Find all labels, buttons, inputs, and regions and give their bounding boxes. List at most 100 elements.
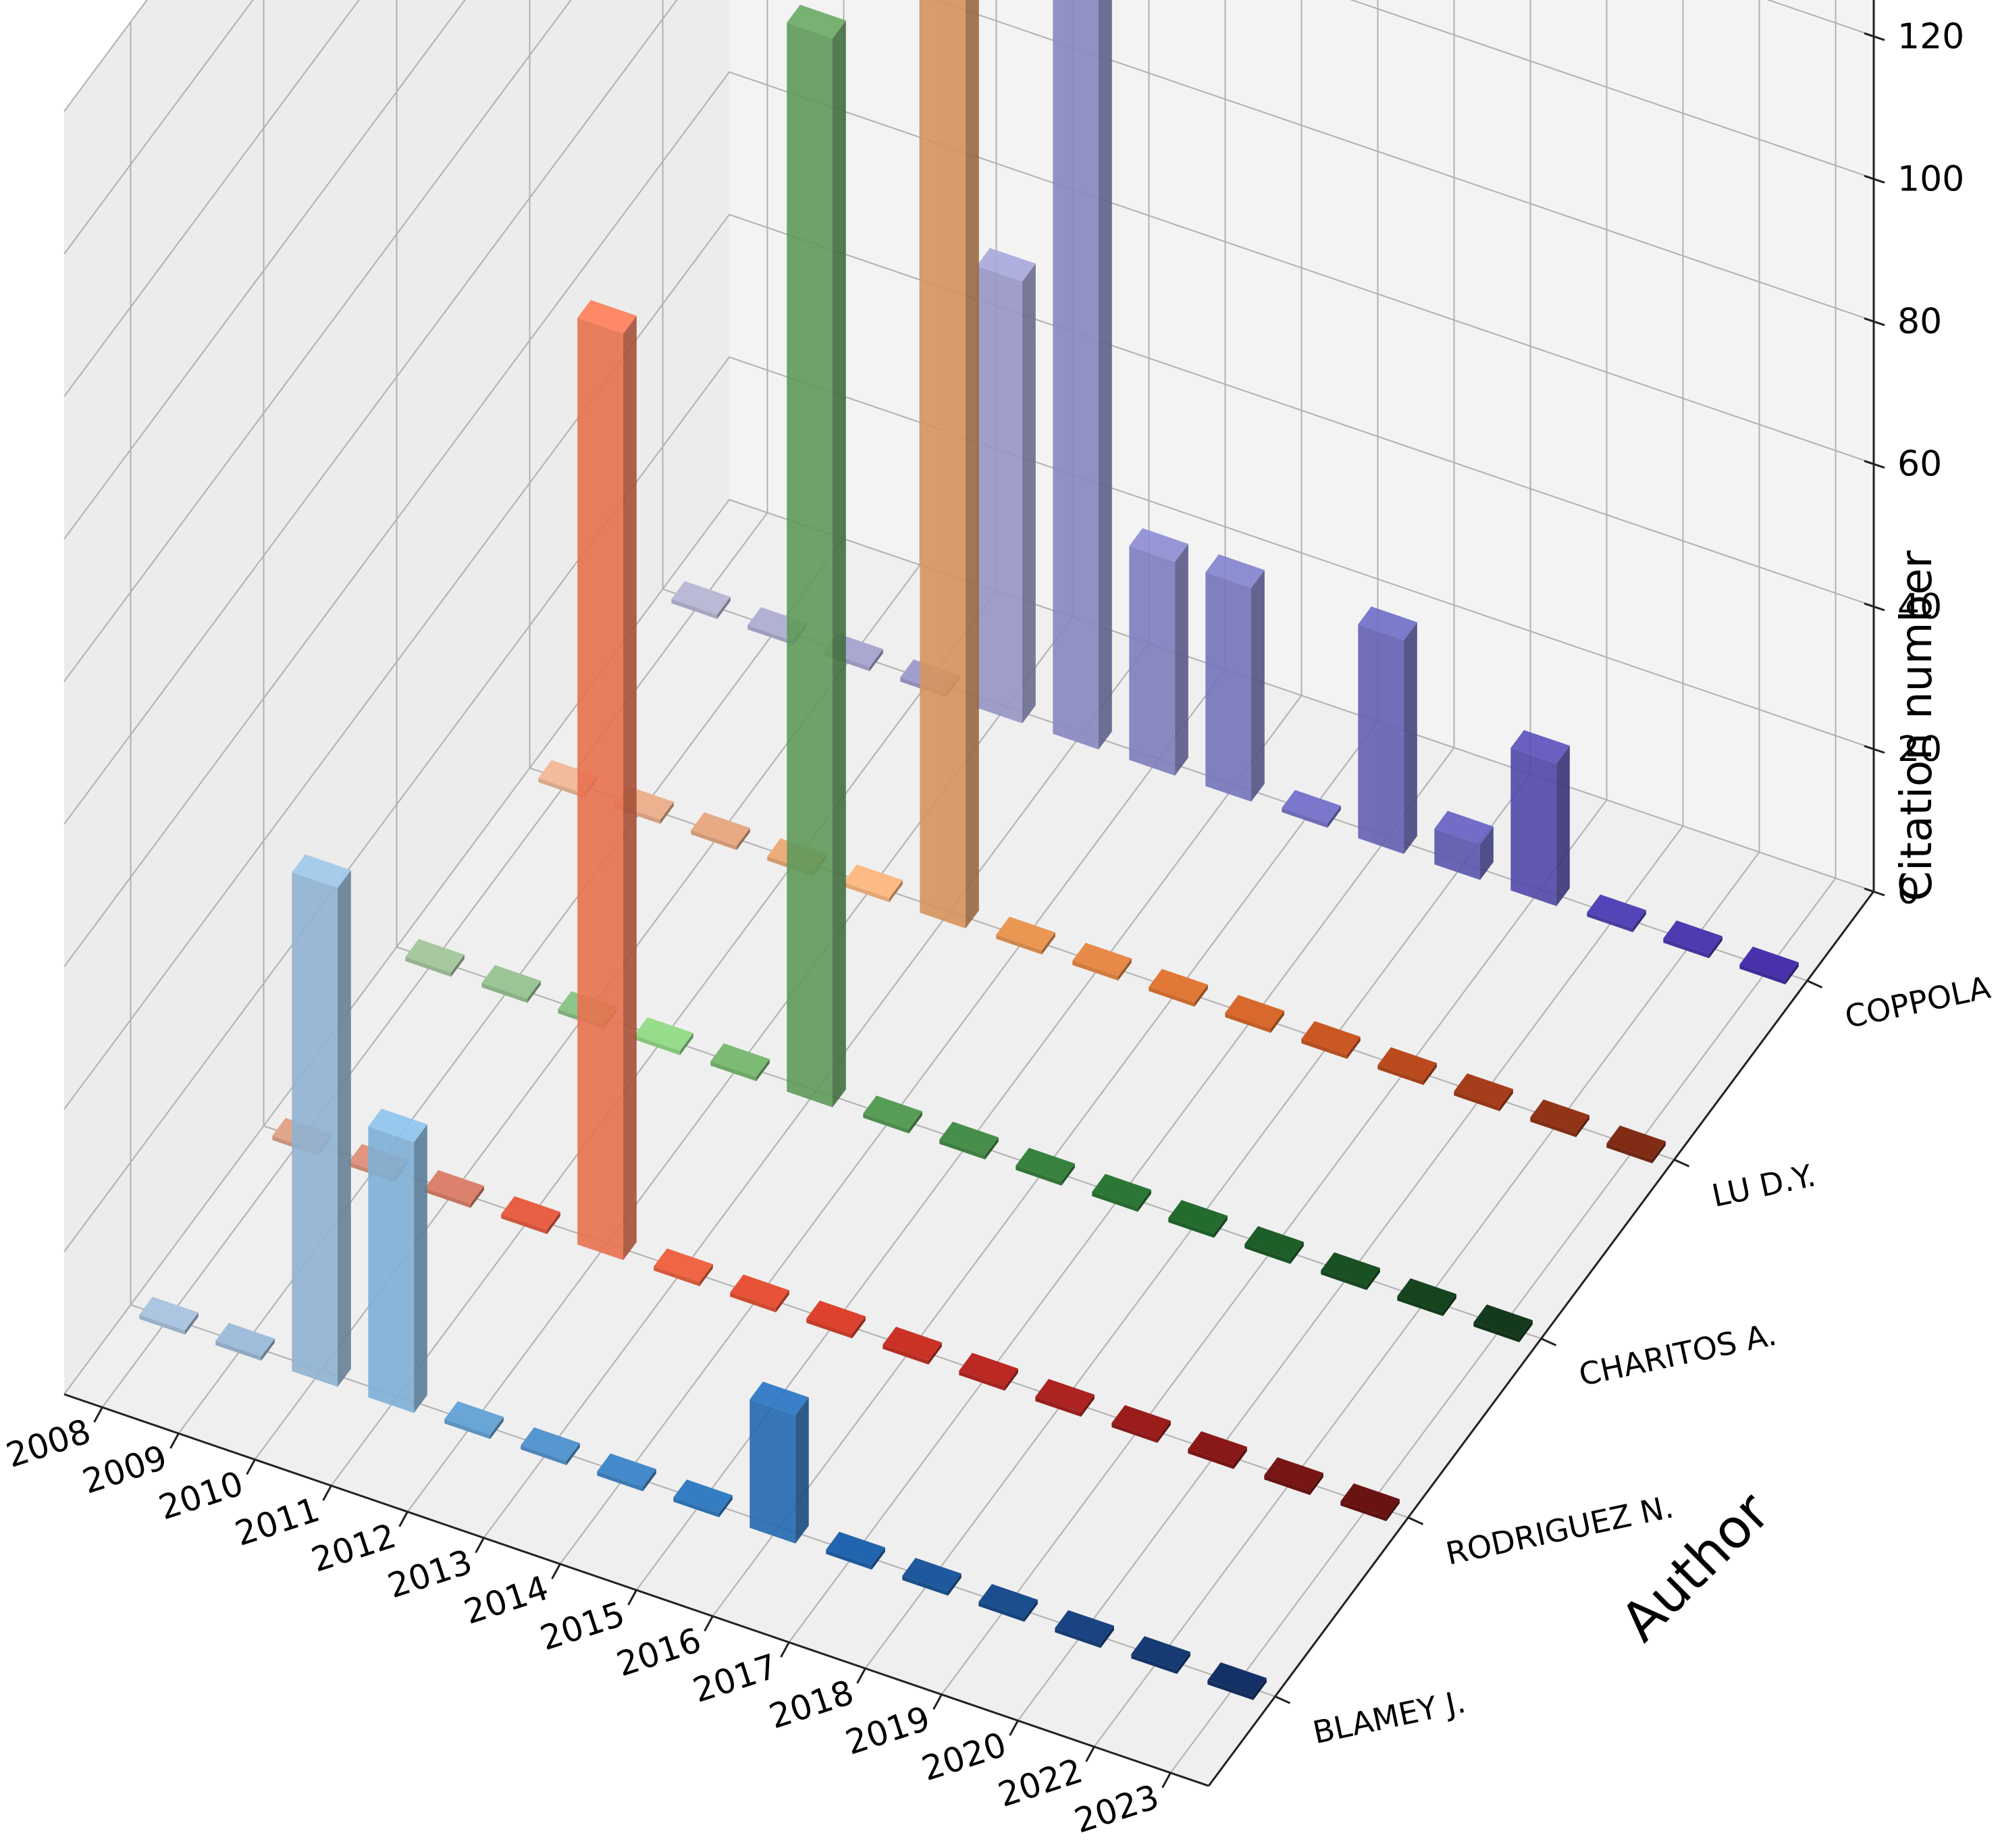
year-gridline	[788, 0, 1455, 1643]
bar-top-face	[1035, 1379, 1095, 1413]
bar-front-face	[425, 1188, 471, 1208]
bar-front-face	[843, 882, 889, 903]
bar-side-face	[948, 1573, 962, 1596]
year-tick-mark	[1161, 1772, 1172, 1789]
bar-side-face	[1500, 1088, 1513, 1111]
z-tick-label: 20	[1897, 729, 1942, 770]
bar-blamey-j--2008	[139, 1296, 199, 1335]
bar-front-face	[481, 982, 527, 1003]
bar-side-face	[1024, 1600, 1038, 1622]
bar-side-face	[1404, 622, 1417, 854]
bar-side-face	[1138, 1189, 1151, 1212]
bar-front-face	[1111, 1423, 1158, 1443]
bar-side-face	[1194, 984, 1208, 1007]
year-gridline	[635, 0, 1303, 1591]
bar-top-face	[863, 1095, 922, 1130]
bar-side-face	[1556, 745, 1570, 906]
bar-blamey-j--2013	[521, 1427, 580, 1465]
z-gridline	[63, 0, 360, 397]
bar-top-face	[750, 1381, 809, 1415]
year-tick-mark	[627, 1589, 637, 1606]
bar-side-face	[870, 649, 883, 671]
bar-blamey-j--2012	[444, 1401, 504, 1440]
bar-blamey-j--2019	[978, 1584, 1038, 1622]
bar-coppola-a--2022	[1663, 920, 1723, 959]
author-tick-label: CHARITOS A.	[1576, 1316, 1780, 1394]
bar-front-face	[538, 778, 584, 798]
bar-top-face	[501, 1196, 560, 1230]
bar-blamey-j--2023	[1207, 1662, 1267, 1700]
bar-top-face	[654, 1248, 713, 1282]
bar-top-face	[1377, 1047, 1437, 1081]
bar-coppola-a--2023	[1739, 947, 1799, 984]
bar-top-face	[292, 854, 351, 889]
bar-lu-d-y--2014	[996, 916, 1055, 955]
bar-top-face	[996, 916, 1055, 951]
author-tick-mark	[1407, 1516, 1424, 1525]
year-tick-mark	[93, 1406, 103, 1423]
bar-lu-d-y--2020	[1454, 1073, 1513, 1111]
bar-side-face	[700, 1264, 713, 1286]
author-tick-label: COPPOLA A.	[1842, 961, 1998, 1036]
bar-side-face	[1633, 909, 1646, 932]
bar-front-face	[1035, 1396, 1081, 1417]
bar-side-face	[1423, 1063, 1437, 1085]
bar-front-face	[1092, 1192, 1138, 1212]
year-tick-mark	[1009, 1720, 1019, 1737]
bar-charitos-a--2023	[1473, 1304, 1533, 1342]
bar-side-face	[795, 1397, 809, 1543]
bar-top-face	[481, 965, 541, 999]
bar-blamey-j--2009	[215, 1323, 275, 1361]
bar-front-face	[1473, 1322, 1520, 1342]
bar-front-face	[939, 1139, 985, 1160]
bar-top-face	[1321, 1252, 1380, 1286]
z-tick-mark	[1864, 32, 1885, 41]
bar-charitos-a--2017	[1092, 1173, 1151, 1212]
bar-top-face	[577, 300, 637, 334]
z-tick-label: 40	[1897, 587, 1942, 627]
bar-front-face	[1454, 1091, 1500, 1111]
bar-charitos-a--2022	[1397, 1278, 1456, 1317]
bar-front-face	[1016, 1165, 1062, 1186]
bar-front-face	[1149, 986, 1195, 1007]
bar-side-face	[1175, 544, 1188, 776]
bar-lu-d-y--2016	[1149, 969, 1208, 1007]
bar-front-face	[1282, 808, 1328, 828]
author-tick-label: BLAMEY J.	[1310, 1683, 1469, 1751]
bar-side-face	[1367, 1267, 1380, 1290]
bar-side-face	[719, 1495, 733, 1518]
author-gridline	[263, 0, 1409, 1519]
bar-top-face	[1397, 1278, 1456, 1312]
bar-blamey-j--2022	[1131, 1636, 1190, 1674]
bar-top-face	[1111, 1405, 1171, 1439]
bar-front-face	[1072, 960, 1118, 981]
bar-top-face	[1739, 947, 1799, 980]
bar-side-face	[1785, 962, 1799, 984]
bar-side-face	[1101, 1625, 1114, 1648]
bar-side-face	[909, 1111, 922, 1134]
bar-side-face	[527, 980, 541, 1003]
z-gridline	[63, 0, 1874, 825]
bar-side-face	[1652, 1141, 1666, 1163]
bar-top-face	[1510, 730, 1570, 764]
bar-charitos-a--2019	[1244, 1226, 1304, 1264]
z-tick-mark	[1864, 602, 1885, 612]
author-gridline	[130, 22, 1276, 1697]
bar-side-face	[1310, 1473, 1323, 1496]
bar-side-face	[717, 596, 731, 619]
bar-side-face	[1576, 1115, 1589, 1138]
bar-side-face	[966, 0, 979, 928]
z-tick-mark	[1864, 175, 1885, 184]
bar-front-face	[920, 0, 966, 928]
bar-side-face	[490, 1417, 504, 1440]
bar-top-face	[1055, 1610, 1114, 1644]
bar-front-face	[1301, 1038, 1347, 1059]
bar-side-face	[1519, 1320, 1533, 1342]
bar-side-face	[1347, 1036, 1361, 1059]
z-tick-mark	[1864, 460, 1885, 469]
bar-side-face	[1271, 1010, 1284, 1033]
bar-rodriguez-n--2014	[730, 1274, 789, 1313]
bar-side-face	[1157, 1421, 1171, 1443]
bar-coppola-a--2012	[976, 248, 1036, 724]
year-tick-mark	[246, 1458, 256, 1475]
